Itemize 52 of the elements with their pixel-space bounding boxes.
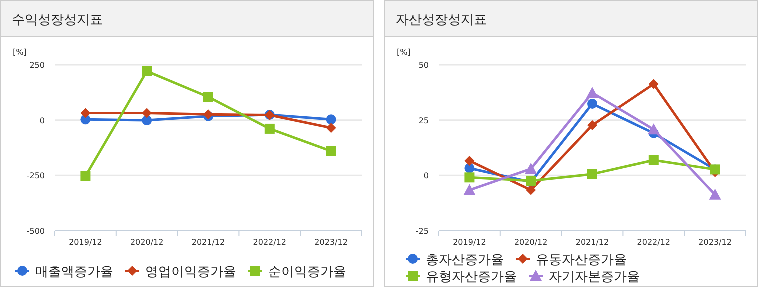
chart-title: 자산성장성지표 [396, 13, 487, 28]
legend-label: 매출액증가율 [36, 265, 114, 280]
point [326, 146, 336, 156]
y-axis-title: [%] [397, 48, 411, 57]
x-tick-label: 2020/12 [130, 238, 164, 247]
point [80, 171, 91, 182]
x-tick-label: 2022/12 [253, 238, 287, 247]
point [142, 66, 152, 76]
x-tick-label: 2021/12 [192, 238, 226, 247]
point [326, 114, 336, 125]
point [264, 124, 275, 134]
point [588, 169, 598, 180]
legend-label: 유동자산증가율 [536, 253, 627, 268]
chart-title: 수익성장성지표 [12, 13, 103, 28]
y-tick-label: 250 [30, 61, 45, 70]
point [326, 123, 336, 134]
y-tick-label: 0 [424, 172, 429, 181]
point [80, 108, 91, 118]
y-tick-label: 50 [418, 61, 429, 70]
point [648, 124, 660, 135]
point [648, 79, 659, 90]
point [142, 108, 152, 118]
y-tick-label: 25 [418, 116, 429, 126]
point [526, 185, 536, 196]
point [586, 87, 598, 98]
x-tick-label: 2019/12 [453, 238, 486, 247]
legend-label: 자기자본증가율 [549, 270, 640, 285]
point [648, 155, 659, 166]
x-tick-label: 2022/12 [637, 238, 671, 247]
legend-label: 영업이익증가율 [146, 265, 236, 280]
point [464, 184, 476, 196]
point [464, 156, 475, 166]
x-tick-label: 2020/12 [514, 238, 548, 247]
point [588, 98, 598, 109]
x-tick-label: 2019/12 [69, 238, 102, 247]
x-tick-label: 2021/12 [576, 238, 610, 247]
legend-label: 총자산증가율 [426, 253, 504, 268]
y-axis-title: [%] [13, 48, 27, 57]
y-tick-label: 0 [40, 116, 45, 126]
x-tick-label: 2023/12 [314, 238, 348, 247]
point [142, 116, 152, 126]
point [709, 188, 722, 200]
x-tick-label: 2023/12 [698, 238, 732, 247]
y-tick-label: -250 [26, 172, 45, 181]
y-tick-label: -500 [26, 227, 45, 236]
point [525, 163, 538, 174]
legend-label: 순이익증가율 [268, 265, 346, 280]
legend-label: 유형자산증가율 [426, 270, 517, 285]
point [204, 92, 214, 102]
point [588, 120, 598, 130]
point [464, 172, 475, 183]
y-tick-label: -25 [416, 227, 429, 236]
